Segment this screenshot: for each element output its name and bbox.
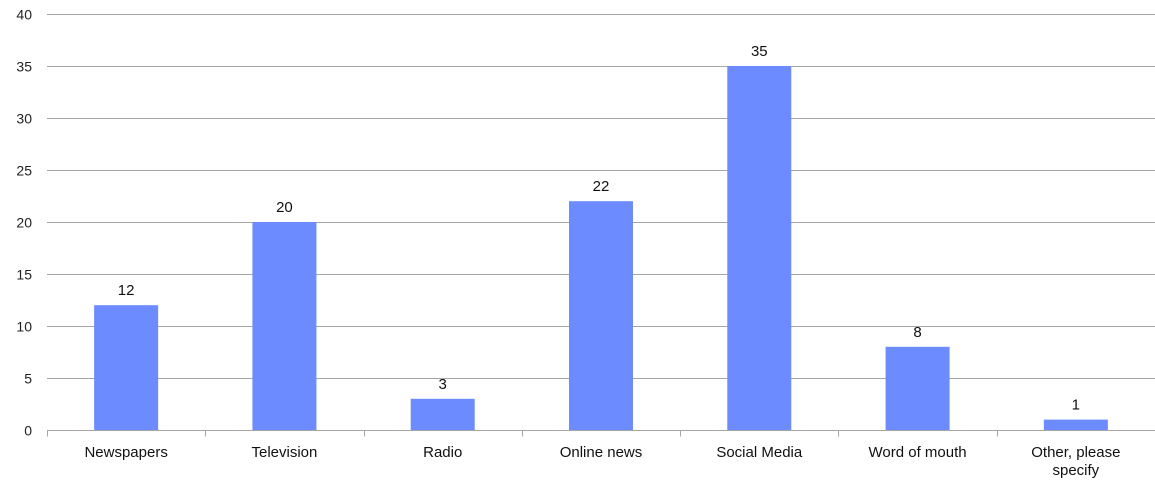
data-label: 3 xyxy=(439,376,447,393)
data-label: 35 xyxy=(751,43,768,60)
y-tick-label: 30 xyxy=(16,111,32,127)
bar xyxy=(410,398,475,430)
y-tick-label: 15 xyxy=(16,267,32,283)
x-category-label: Online news xyxy=(560,444,643,461)
x-category-label: Other, please xyxy=(1031,444,1120,461)
bar xyxy=(727,66,792,430)
x-category-label: Word of mouth xyxy=(869,444,967,461)
bar xyxy=(569,201,633,430)
y-tick-label: 25 xyxy=(16,163,32,179)
data-label: 20 xyxy=(276,199,293,216)
x-axis xyxy=(47,430,1155,437)
x-category-label: Social Media xyxy=(716,444,803,461)
y-tick-label: 10 xyxy=(16,319,32,335)
bar xyxy=(885,346,950,430)
data-label: 12 xyxy=(118,282,135,299)
x-axis-category-labels: Newspapers Television Radio Online news Soci… xyxy=(84,444,1120,479)
x-category-label: Newspapers xyxy=(84,444,167,461)
y-tick-label: 20 xyxy=(16,215,32,231)
x-category-label: specify xyxy=(1053,462,1100,479)
bar xyxy=(1043,419,1108,430)
bars xyxy=(94,66,1108,430)
y-axis-tick-labels: 0 5 10 15 20 25 30 35 40 xyxy=(16,7,32,439)
bar xyxy=(252,222,317,430)
x-category-label: Television xyxy=(251,444,317,461)
y-tick-label: 5 xyxy=(24,371,32,387)
data-label: 22 xyxy=(593,178,610,195)
y-tick-label: 0 xyxy=(24,423,32,439)
x-category-label: Radio xyxy=(423,444,462,461)
data-label: 8 xyxy=(913,324,921,341)
data-label: 1 xyxy=(1072,397,1080,414)
data-labels: 12 20 3 22 35 8 1 xyxy=(118,43,1080,414)
y-tick-label: 40 xyxy=(16,7,32,23)
bar xyxy=(94,305,159,430)
y-tick-label: 35 xyxy=(16,59,32,75)
